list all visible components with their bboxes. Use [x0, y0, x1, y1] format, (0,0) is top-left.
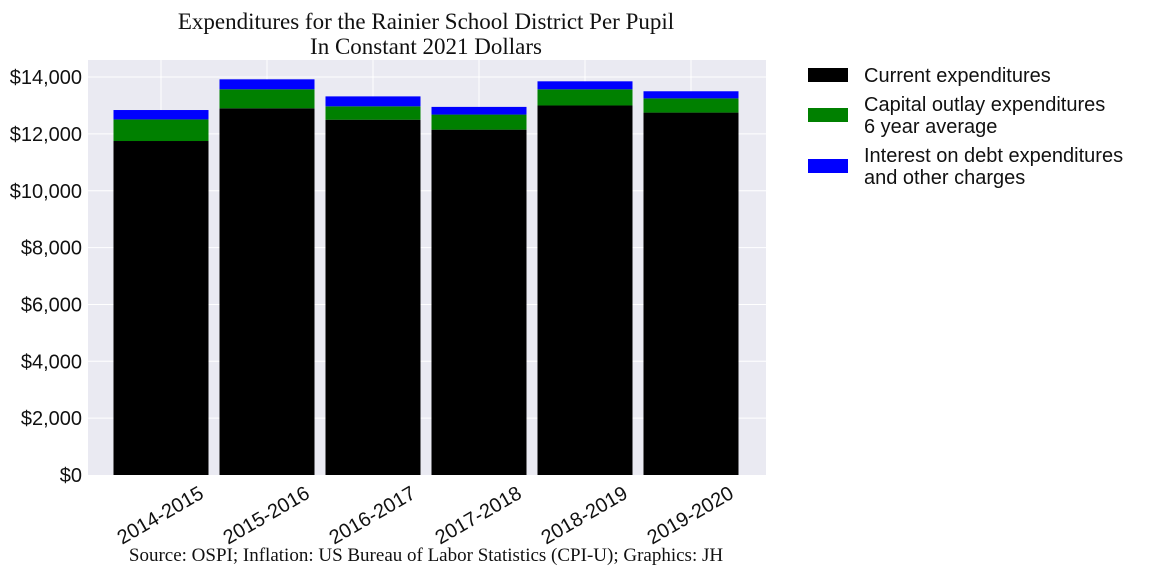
bar-segment-series-0 [537, 105, 633, 475]
x-tick-label: 2014-2015 [114, 482, 208, 549]
x-tick-label: 2018-2019 [538, 482, 632, 549]
bar-segment-series-2 [219, 79, 315, 90]
bar-segment-series-2 [431, 106, 527, 115]
y-tick-label: $6,000 [21, 294, 82, 316]
y-tick-label: $4,000 [21, 351, 82, 373]
bar-segment-series-1 [537, 89, 633, 106]
x-tick-label: 2016-2017 [326, 482, 420, 549]
y-tick-label: $2,000 [21, 408, 82, 430]
bars [113, 79, 739, 476]
legend: Current expenditures Capital outlay expen… [808, 65, 1123, 189]
legend-swatch [808, 108, 848, 122]
bar-segment-series-0 [325, 119, 421, 476]
chart-title-line1: Expenditures for the Rainier School Dist… [178, 9, 674, 34]
y-tick-label: $10,000 [10, 181, 82, 203]
chart-title-line2: In Constant 2021 Dollars [310, 34, 542, 59]
legend-label: Interest on debt expenditures and other c… [864, 145, 1123, 189]
bar-segment-series-0 [113, 141, 209, 476]
bar-segment-series-2 [113, 110, 209, 120]
x-tick-label: 2017-2018 [432, 482, 526, 549]
y-tick-label: $14,000 [10, 67, 82, 89]
bar-segment-series-0 [643, 112, 739, 475]
y-tick-label: $8,000 [21, 238, 82, 260]
y-axis: $0 $2,000 $4,000 $6,000 $8,000 $10,000 $12,000… [10, 67, 82, 487]
bar-segment-series-1 [219, 89, 315, 109]
bar-segment-series-2 [643, 91, 739, 99]
legend-swatch [808, 159, 848, 173]
bar-segment-series-2 [325, 96, 421, 107]
bar-segment-series-1 [325, 106, 421, 120]
x-tick-label: 2019-2020 [644, 482, 738, 549]
x-tick-label: 2015-2016 [220, 482, 314, 549]
bar-segment-series-2 [537, 81, 633, 90]
legend-label: Current expenditures [864, 65, 1051, 87]
bar-segment-series-0 [431, 129, 527, 475]
y-tick-label: $0 [60, 465, 82, 487]
bar-segment-series-1 [113, 119, 209, 142]
legend-swatch [808, 68, 848, 82]
y-tick-label: $12,000 [10, 124, 82, 146]
source-note: Source: OSPI; Inflation: US Bureau of La… [129, 545, 723, 566]
bar-segment-series-0 [219, 108, 315, 476]
bar-segment-series-1 [643, 98, 739, 113]
bar-segment-series-1 [431, 114, 527, 130]
x-axis: 2014-2015 2015-2016 2016-2017 2017-2018 2018… [114, 482, 738, 549]
legend-label: Capital outlay expenditures 6 year averag… [864, 94, 1105, 138]
